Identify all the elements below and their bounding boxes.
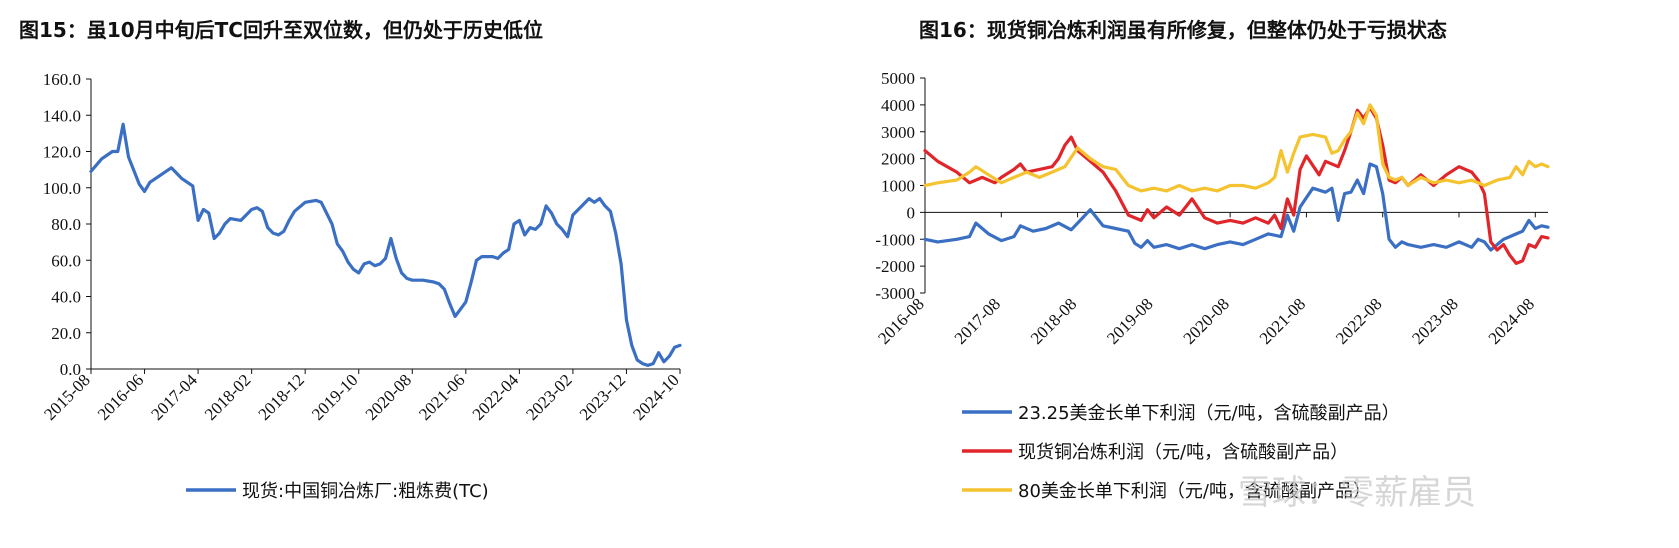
watermark: 雪球：零薪雇员 bbox=[1238, 473, 1476, 513]
chart15-ytick-label: 120.0 bbox=[43, 143, 81, 162]
chart16-title: 图16：现货铜冶炼利润虽有所修复，但整体仍处于亏损状态 bbox=[919, 18, 1447, 42]
chart15-series-line-0 bbox=[89, 122, 682, 367]
chart16-xtick-label: 2019-08 bbox=[1103, 294, 1157, 348]
chart16-series-line-2 bbox=[923, 103, 1550, 193]
chart16-series-line-0 bbox=[923, 162, 1550, 252]
chart15-ytick-label: 80.0 bbox=[51, 215, 81, 234]
chart15-ytick-label: 60.0 bbox=[51, 251, 81, 270]
chart16-ytick-label: 2000 bbox=[881, 150, 915, 169]
chart16-ytick-label: 5000 bbox=[881, 69, 915, 88]
chart16-ytick-label: -3000 bbox=[875, 284, 915, 303]
chart16-ytick-label: 3000 bbox=[881, 123, 915, 142]
chart16-xtick-label: 2021-08 bbox=[1256, 294, 1310, 348]
chart16-xtick-label: 2024-08 bbox=[1485, 294, 1539, 348]
chart15-ytick-label: 0.0 bbox=[60, 360, 81, 379]
chart16-series-line-1 bbox=[923, 106, 1550, 265]
chart15-ytick-label: 160.0 bbox=[43, 70, 81, 89]
chart16-legend-label-0: 23.25美金长单下利润（元/吨，含硫酸副产品） bbox=[1018, 403, 1400, 424]
chart15-legend-label-0: 现货:中国铜冶炼厂:粗炼费(TC) bbox=[242, 481, 489, 502]
chart16-xtick-label: 2017-08 bbox=[951, 294, 1005, 348]
chart15-title: 图15：虽10月中旬后TC回升至双位数，但仍处于历史低位 bbox=[19, 18, 543, 42]
chart16-ytick-label: -2000 bbox=[875, 257, 915, 276]
chart16-legend-label-2: 80美金长单下利润（元/吨，含硫酸副产品） bbox=[1018, 481, 1371, 502]
chart16-xtick-label: 2018-08 bbox=[1027, 294, 1081, 348]
chart16-xtick-label: 2023-08 bbox=[1408, 294, 1462, 348]
chart16-legend-label-1: 现货铜冶炼利润（元/吨，含硫酸副产品） bbox=[1018, 442, 1348, 463]
chart16-ytick-label: -1000 bbox=[875, 230, 915, 249]
chart15-plot: 0.020.040.060.080.0100.0120.0140.0160.02… bbox=[40, 70, 683, 502]
chart15-ytick-label: 100.0 bbox=[43, 179, 81, 198]
chart15-ytick-label: 140.0 bbox=[43, 106, 81, 125]
chart15-ytick-label: 20.0 bbox=[51, 324, 81, 343]
chart16-xtick-label: 2022-08 bbox=[1332, 294, 1386, 348]
chart16-ytick-label: 0 bbox=[907, 203, 916, 222]
chart16-xtick-label: 2020-08 bbox=[1179, 294, 1233, 348]
chart16-ytick-label: 4000 bbox=[881, 96, 915, 115]
chart16-ytick-label: 1000 bbox=[881, 177, 915, 196]
chart15-ytick-label: 40.0 bbox=[51, 288, 81, 307]
